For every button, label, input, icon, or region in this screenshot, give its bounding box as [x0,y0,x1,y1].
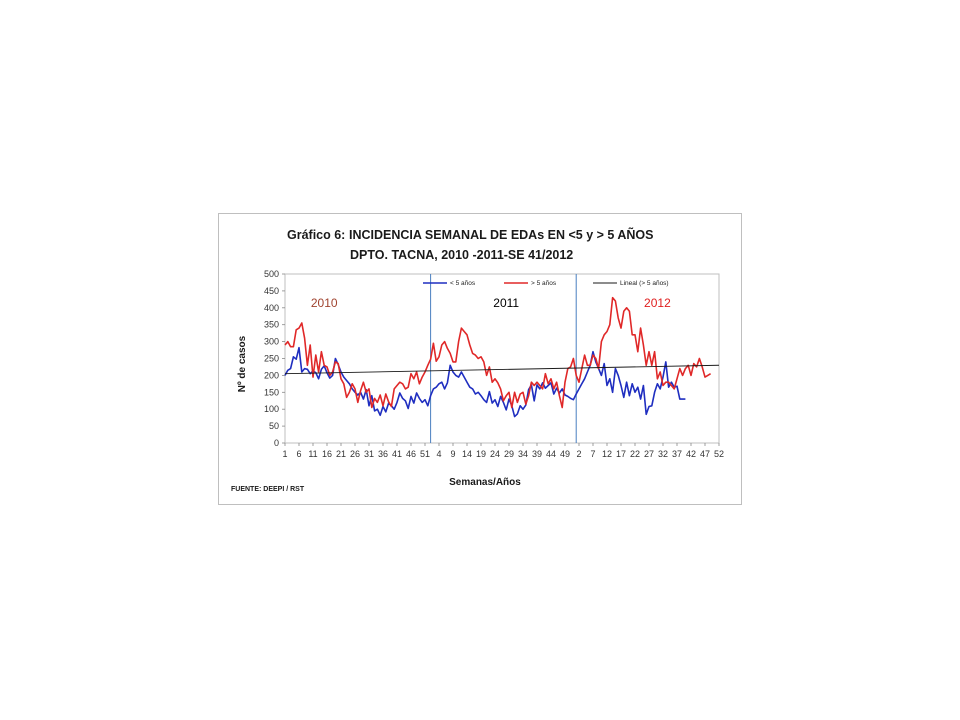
x-tick-label: 16 [322,449,332,459]
x-tick-label: 52 [714,449,724,459]
year-labels: 2010 2011 2012 [311,296,671,310]
y-axis-ticks: 0 50 100 150 200 250 300 350 400 450 500 [264,269,285,448]
x-axis-ticks: 1 6 11 16 21 26 31 36 41 46 51 4 9 14 19 24 29 34 39 44 49 2 7… [282,443,724,459]
x-tick-label: 46 [406,449,416,459]
x-tick-label: 4 [436,449,441,459]
y-tick-label: 500 [264,269,279,279]
x-tick-label: 36 [378,449,388,459]
chart-title-prefix: Gráfico 6: [287,228,345,242]
source-note: FUENTE: DEEPI / RST [231,486,305,493]
y-tick-label: 100 [264,404,279,414]
x-tick-label: 24 [490,449,500,459]
line-chart: Gráfico 6: INCIDENCIA SEMANAL DE EDAs EN… [231,227,724,493]
legend-entry: > 5 años [531,280,557,287]
x-tick-label: 11 [308,449,317,459]
x-tick-label: 9 [450,449,455,459]
x-tick-label: 1 [282,449,287,459]
x-tick-label: 49 [560,449,570,459]
chart-frame: Gráfico 6: INCIDENCIA SEMANAL DE EDAs EN… [218,213,742,505]
x-tick-label: 42 [686,449,696,459]
x-tick-label: 21 [336,449,346,459]
series-layer [284,296,720,418]
x-tick-label: 44 [546,449,556,459]
x-tick-label: 41 [392,449,402,459]
x-tick-label: 51 [420,449,430,459]
year-label: 2011 [493,296,519,310]
x-tick-label: 29 [504,449,514,459]
x-tick-label: 47 [700,449,710,459]
y-tick-label: 450 [264,286,279,296]
y-tick-label: 300 [264,337,279,347]
x-tick-label: 32 [658,449,668,459]
x-axis-label: Semanas/Años [449,477,521,488]
y-tick-label: 400 [264,303,279,313]
y-tick-label: 150 [264,387,279,397]
chart-subtitle: DPTO. TACNA, 2010 -2011-SE 41/2012 [350,248,573,262]
x-tick-label: 31 [364,449,374,459]
year-label: 2012 [644,296,671,310]
trend-line [284,364,720,375]
y-tick-label: 350 [264,320,279,330]
legend-entry: < 5 años [450,280,476,287]
y-tick-label: 250 [264,354,279,364]
x-tick-label: 7 [590,449,595,459]
x-tick-label: 17 [616,449,626,459]
x-tick-label: 22 [630,449,640,459]
x-tick-label: 39 [532,449,542,459]
x-tick-label: 34 [518,449,528,459]
y-axis-label: Nº de casos [237,335,248,392]
y-tick-label: 50 [269,421,279,431]
y-tick-label: 0 [274,438,279,448]
series-line-over-5 [284,296,712,409]
chart-title: INCIDENCIA SEMANAL DE EDAs EN <5 y > 5 A… [349,227,653,242]
year-label: 2010 [311,296,338,310]
x-tick-label: 26 [350,449,360,459]
x-tick-label: 19 [476,449,486,459]
series-line-under-5 [284,346,686,418]
x-tick-label: 12 [602,449,612,459]
x-tick-label: 37 [672,449,682,459]
x-tick-label: 2 [576,449,581,459]
legend-entry: Lineal (> 5 años) [620,280,669,287]
x-tick-label: 27 [644,449,654,459]
y-tick-label: 200 [264,370,279,380]
x-tick-label: 14 [462,449,472,459]
legend: < 5 años > 5 años Lineal (> 5 años) [423,280,669,287]
x-tick-label: 6 [296,449,301,459]
